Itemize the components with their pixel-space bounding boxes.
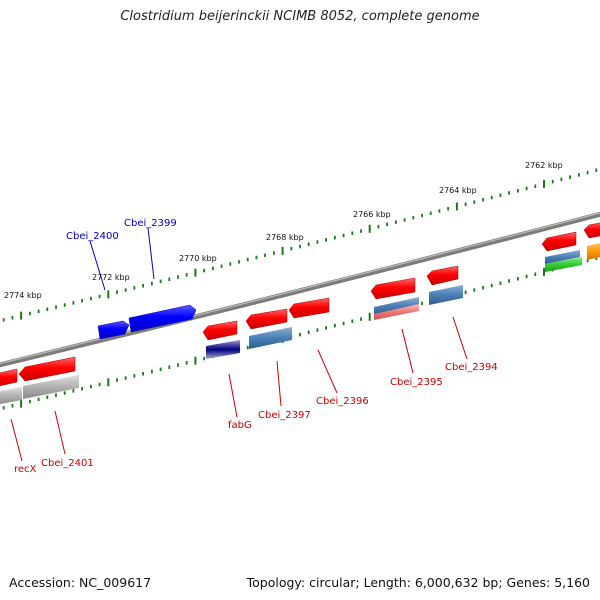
tick-label-2766: 2766 kbp	[353, 210, 391, 219]
leader-line-cbei-2396	[317, 349, 338, 394]
gene-label-fabg[interactable]: fabG	[228, 420, 252, 431]
cog-bar-cbei-2394	[429, 285, 463, 305]
tick-label-2762: 2762 kbp	[525, 161, 563, 170]
gene-label-cbei-2396[interactable]: Cbei_2396	[316, 396, 369, 407]
gene-feature-right-1[interactable]	[541, 231, 577, 252]
cog-bar-cbei-2395-b	[374, 304, 419, 320]
scale-ticks-outer	[2, 168, 598, 322]
gene-feature-cbei-2400[interactable]	[97, 320, 130, 340]
cog-bar-cbei-2395-a	[374, 297, 419, 315]
gene-label-cbei-2397[interactable]: Cbei_2397	[258, 410, 311, 421]
gene-feature-cbei-2401[interactable]	[18, 356, 76, 382]
tick-label-2768: 2768 kbp	[266, 233, 304, 242]
cog-bar-right-1a	[545, 250, 580, 264]
leader-line-cbei-2400	[89, 240, 106, 291]
scale-ticks-inner	[2, 256, 598, 410]
cog-bar-right-1b	[545, 257, 582, 272]
gene-feature-recx[interactable]	[0, 368, 18, 387]
tick-label-2774: 2774 kbp	[4, 291, 42, 300]
gene-feature-right-2[interactable]	[583, 222, 600, 239]
tick-label-2770: 2770 kbp	[179, 254, 217, 263]
cog-bar-recx	[0, 387, 22, 405]
cog-bar-right-2	[587, 243, 600, 260]
gene-feature-cbei-2394[interactable]	[426, 265, 459, 286]
genome-backbone-highlight	[0, 212, 600, 365]
leader-line-cbei-2395	[401, 328, 414, 374]
gene-feature-cbei-2397[interactable]	[245, 308, 288, 330]
gene-feature-fabg[interactable]	[202, 320, 238, 341]
gene-label-cbei-2395[interactable]: Cbei_2395	[390, 377, 443, 388]
cog-bar-fabg	[206, 340, 240, 359]
gene-feature-cbei-2395[interactable]	[370, 277, 416, 300]
gene-label-cbei-2394[interactable]: Cbei_2394	[445, 362, 498, 373]
tick-label-2772: 2772 kbp	[92, 273, 130, 282]
gene-label-recx[interactable]: recX	[14, 464, 37, 475]
genome-summary-label: Topology: circular; Length: 6,000,632 bp…	[246, 575, 590, 590]
cog-bar-cbei-2397	[249, 327, 292, 349]
accession-label: Accession: NC_009617	[9, 575, 152, 590]
gene-label-cbei-2400[interactable]: Cbei_2400	[66, 231, 119, 242]
tick-label-2764: 2764 kbp	[439, 186, 477, 195]
map-title: Clostridium beijerinckii NCIMB 8052, com…	[120, 9, 480, 24]
cog-bar-cbei-2401	[23, 375, 79, 399]
leader-line-cbei-2397	[276, 360, 282, 407]
genome-backbone	[0, 211, 600, 368]
gene-label-cbei-2401[interactable]: Cbei_2401	[41, 458, 94, 469]
gene-feature-cbei-2399[interactable]	[128, 304, 197, 333]
leader-line-cbei-2401	[54, 410, 66, 455]
leader-line-recx	[10, 418, 23, 462]
leader-line-fabg	[228, 373, 238, 418]
leader-line-cbei-2394	[452, 316, 468, 360]
gene-label-cbei-2399[interactable]: Cbei_2399	[124, 218, 177, 229]
leader-line-cbei-2399	[147, 227, 155, 280]
gene-feature-cbei-2396[interactable]	[288, 297, 330, 319]
